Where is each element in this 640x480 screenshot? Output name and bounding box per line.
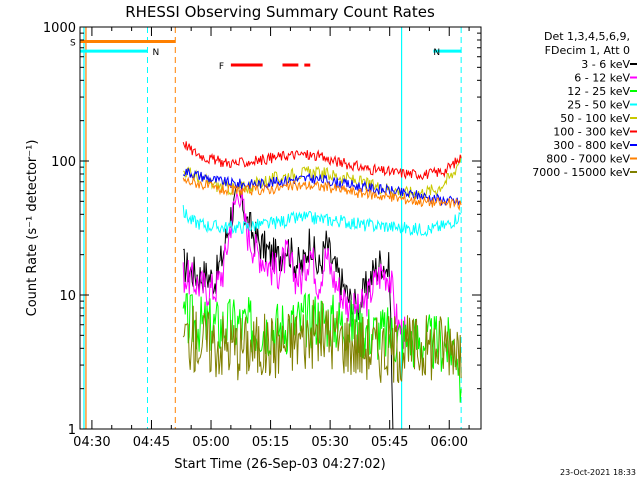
x-tick-label: 04:45: [133, 435, 170, 450]
flag-label: S: [70, 38, 76, 48]
legend-entry: 300 - 800 keV: [553, 139, 630, 152]
legend-entry: 50 - 100 keV: [560, 112, 630, 125]
plot-area: S N N F 1 10 100 1000 04:30 04:45 05:00 05:15 05:30 0…: [43, 21, 482, 450]
x-tick-label: 04:30: [73, 435, 110, 450]
flag-label: N: [433, 48, 440, 58]
series-line: [182, 299, 462, 384]
axes-frame: [79, 26, 482, 430]
series-line: [182, 188, 407, 350]
flag-label: N: [152, 48, 159, 58]
chart-title: RHESSI Observing Summary Count Rates: [125, 3, 435, 21]
legend-entry: 800 - 7000 keV: [546, 153, 630, 166]
series-line: [182, 205, 462, 237]
series-100-300keV: [182, 141, 462, 181]
series-line: [183, 182, 394, 429]
x-tick-label: 05:00: [192, 435, 229, 450]
flag-F: F: [219, 62, 311, 72]
series-50-100keV: [183, 155, 462, 200]
series-3-6keV: [183, 182, 394, 429]
legend-header-line-1: Det 1,3,4,5,6,9,: [544, 30, 630, 43]
legend-header-line-2: FDecim 1, Att 0: [545, 44, 630, 57]
timestamp: 23-Oct-2021 18:33: [560, 468, 636, 477]
y-axis-label: Count Rate (s⁻¹ detector⁻¹): [25, 140, 40, 317]
series-line: [182, 176, 462, 211]
flag-N: N: [433, 48, 462, 58]
series-800-7000keV: [182, 176, 462, 211]
y-tick-label: 1000: [43, 21, 76, 36]
flag-label: F: [219, 62, 224, 72]
flag-S: S: [70, 38, 176, 48]
series-line: [182, 141, 462, 181]
y-tick-label: 100: [51, 155, 76, 170]
legend-entry: 100 - 300 keV: [553, 126, 630, 139]
legend-entry: 7000 - 15000 keV: [532, 166, 630, 179]
x-tick-label: 05:45: [371, 435, 408, 450]
series-7000-15000keV: [182, 299, 462, 384]
legend: Det 1,3,4,5,6,9, FDecim 1, Att 0 3 - 6 k…: [532, 30, 637, 179]
x-tick-label: 05:15: [252, 435, 289, 450]
legend-entry: 6 - 12 keV: [574, 72, 630, 85]
legend-entry: 25 - 50 keV: [567, 99, 630, 112]
legend-entry: 3 - 6 keV: [581, 58, 630, 71]
flag-N: N: [80, 48, 159, 58]
series-line: [183, 155, 462, 200]
series-6-12keV: [182, 188, 407, 350]
series-25-50keV: [182, 205, 462, 237]
x-tick-label: 06:00: [431, 435, 468, 450]
y-tick-label: 10: [59, 289, 76, 304]
x-tick-label: 05:30: [311, 435, 348, 450]
legend-entry: 12 - 25 keV: [567, 85, 630, 98]
x-axis-label: Start Time (26-Sep-03 04:27:02): [174, 457, 385, 472]
y-tick-label: 1: [68, 423, 76, 438]
